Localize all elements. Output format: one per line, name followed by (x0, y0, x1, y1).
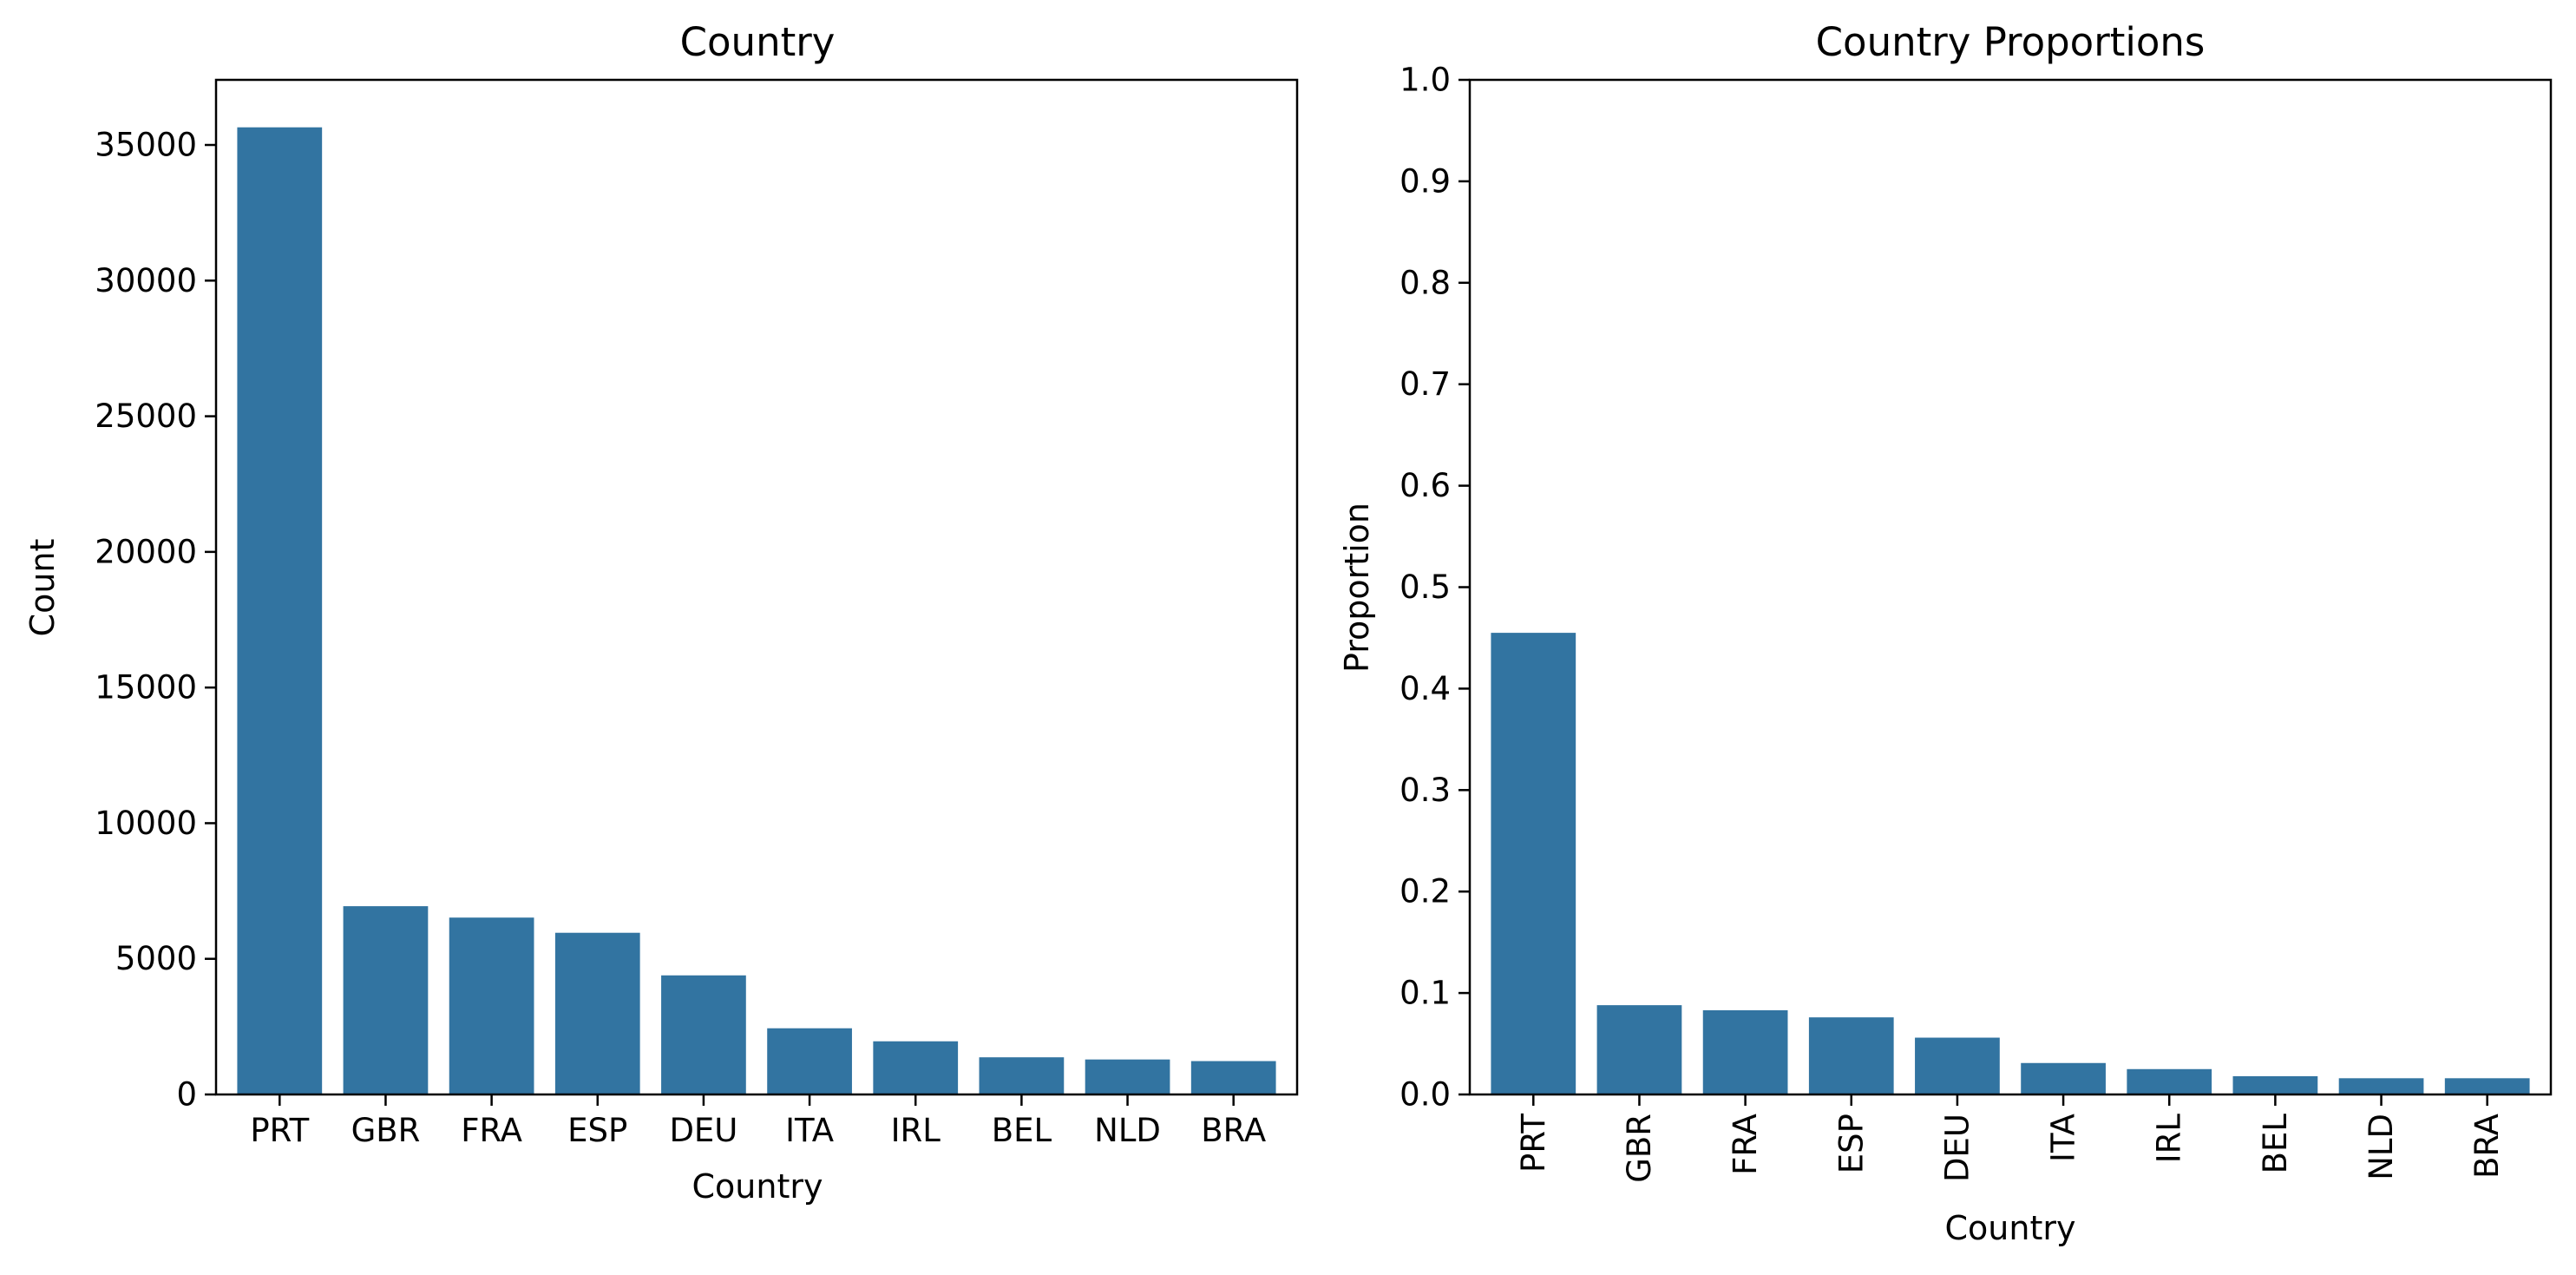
x-tick-label: BEL (992, 1112, 1052, 1149)
bar-irl (873, 1041, 959, 1094)
bar-nld (2338, 1078, 2424, 1094)
count-chart: Country 0 5000 10000 15000 20000 25000 30000 35… (23, 19, 1299, 1206)
bar-ita (2021, 1062, 2106, 1094)
y-tick-label: 1.0 (1399, 62, 1451, 99)
bar-prt (237, 127, 323, 1095)
y-tick-label: 0.6 (1399, 467, 1451, 504)
y-tick-label: 0.3 (1399, 772, 1451, 809)
chart-title: Country Proportions (1816, 19, 2206, 65)
y-tick-label: 5000 (115, 940, 197, 977)
x-tick-label: ITA (2045, 1114, 2082, 1162)
y-axis-ticks: 0 5000 10000 15000 20000 25000 30000 35000 (95, 127, 216, 1114)
y-axis-ticks: 0.0 0.1 0.2 0.3 0.4 0.5 0.6 0.7 0.8 0.9 1.0 (1399, 62, 1470, 1114)
proportion-chart: Country Proportions 0.00.10.20.30.40.50.… (1338, 19, 2553, 1247)
bar-bra (1190, 1061, 1276, 1094)
x-tick-label: ESP (1832, 1114, 1870, 1173)
bar-fra (1702, 1009, 1788, 1094)
y-tick-label: 0.4 (1399, 670, 1451, 707)
y-tick-label: 0.1 (1399, 975, 1451, 1012)
x-tick-label: DEU (669, 1112, 737, 1149)
x-tick-label: BRA (1201, 1112, 1266, 1149)
y-tick-label: 0.9 (1399, 162, 1451, 200)
x-tick-label: IRL (891, 1112, 941, 1149)
x-tick-label: GBR (351, 1112, 421, 1149)
x-tick-label: PRT (1515, 1114, 1552, 1173)
x-tick-label: BEL (2257, 1114, 2294, 1174)
bar-group (237, 127, 1276, 1095)
bar-irl (2127, 1068, 2212, 1094)
bar-bel (2232, 1075, 2318, 1094)
x-axis-ticks: PRT GBR FRA ESP DEU ITA IRL BEL NLD BRA (1515, 1094, 2506, 1183)
x-axis-label: Country (692, 1167, 823, 1206)
bar-nld (1085, 1059, 1170, 1094)
bar-esp (1808, 1017, 1894, 1094)
y-tick-label: 35000 (95, 127, 197, 164)
y-axis-label: Count (23, 539, 62, 637)
bar-gbr (1596, 1005, 1682, 1094)
y-tick-label: 0.0 (1399, 1076, 1451, 1114)
x-tick-label: PRT (250, 1112, 309, 1149)
y-tick-label: 25000 (95, 398, 197, 435)
x-tick-label: NLD (1094, 1112, 1161, 1149)
y-tick-label: 30000 (95, 262, 197, 299)
x-tick-label: IRL (2151, 1114, 2188, 1164)
bar-group (1491, 633, 2530, 1094)
bar-esp (554, 932, 640, 1094)
bar-deu (661, 975, 746, 1094)
bar-deu (1915, 1037, 2000, 1094)
x-tick-label: ITA (785, 1112, 834, 1149)
y-tick-label: 0.2 (1399, 873, 1451, 910)
y-axis-label: Proportion (1338, 503, 1376, 673)
plot-frame (214, 78, 1299, 1096)
x-tick-label: DEU (1938, 1114, 1976, 1182)
x-tick-label: ESP (567, 1112, 627, 1149)
bar-fra (449, 917, 534, 1094)
bar-prt (1491, 633, 1576, 1094)
y-tick-label: 15000 (95, 669, 197, 707)
y-tick-label: 0 (176, 1076, 197, 1114)
x-tick-label: FRA (461, 1112, 522, 1149)
y-tick-label: 0.5 (1399, 568, 1451, 606)
bar-ita (767, 1028, 852, 1094)
x-tick-label: NLD (2363, 1114, 2400, 1180)
x-axis-label: Country (1945, 1209, 2076, 1247)
x-axis-ticks: PRT GBR FRA ESP DEU ITA IRL BEL NLD BRA (250, 1094, 1266, 1149)
plot-frame (1468, 78, 2553, 1096)
bar-gbr (343, 906, 429, 1094)
y-tick-label: 10000 (95, 805, 197, 842)
x-tick-label: BRA (2468, 1114, 2506, 1179)
y-tick-label: 20000 (95, 533, 197, 570)
x-tick-label: GBR (1621, 1114, 1658, 1183)
y-tick-label: 0.8 (1399, 264, 1451, 301)
bar-bel (979, 1057, 1065, 1094)
chart-title: Country (680, 19, 836, 65)
bar-bra (2444, 1078, 2530, 1094)
y-tick-label: 0.7 (1399, 365, 1451, 403)
x-tick-label: FRA (1727, 1114, 1764, 1175)
